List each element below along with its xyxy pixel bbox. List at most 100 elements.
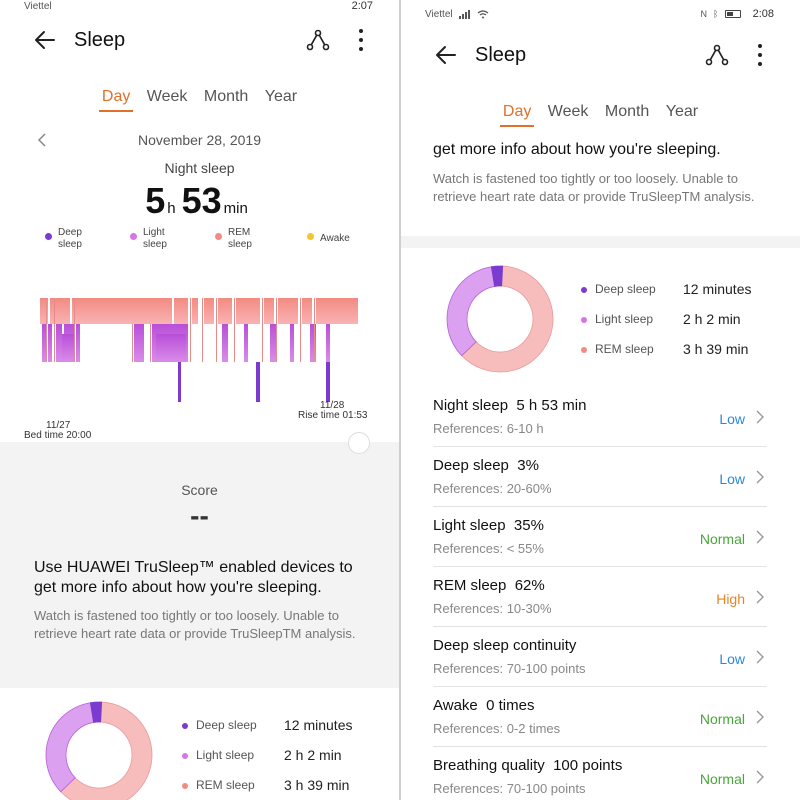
sleep-breakdown-donut [45,701,153,800]
tab-week[interactable]: Week [146,88,188,105]
tab-month[interactable]: Month [604,103,650,120]
bluetooth-icon: ᛒ [713,9,719,20]
metric-value: 5 h 53 min [516,397,587,414]
transition-line [150,324,151,362]
legend-dot-rem [215,233,222,240]
donut-legend-rem: REM sleep [182,778,255,792]
rem-block [72,298,172,324]
share-icon[interactable] [305,27,331,53]
status-bar: Viettel 2:07 [0,0,399,20]
metric-name: REM sleep [433,577,507,594]
metric-row-breathing-quality[interactable]: Breathing quality 100 points References:… [433,747,767,800]
section-divider [0,676,399,688]
chevron-right-icon [756,530,764,544]
chevron-left-icon[interactable] [36,132,48,148]
status-time: 2:08 [752,8,774,20]
dot-deep [182,722,188,729]
metric-status: Normal [699,771,745,787]
metric-title: Deep sleep continuity [433,637,576,654]
more-vertical-icon[interactable] [357,27,365,53]
transition-line [74,298,75,362]
metric-row-light-sleep[interactable]: Light sleep 35% References: < 55% Normal [433,507,767,567]
metric-reference: References: 20-60% [433,481,552,496]
signal-icon [458,9,470,19]
light-block [290,324,294,362]
light-block [310,324,316,362]
donut-label-rem: REM sleep [595,342,654,356]
battery-icon [724,10,741,19]
duration-hours: 5 [145,180,166,221]
metric-name: Light sleep [433,517,506,534]
metric-value: 0 times [486,697,535,714]
light-block [326,324,330,362]
metric-row-rem-sleep[interactable]: REM sleep 62% References: 10-30% High [433,567,767,627]
light-block [42,324,46,362]
status-bar: Viettel N ᛒ 2:08 [401,0,800,28]
score-value: -- [190,500,209,531]
metric-title: Awake 0 times [433,697,534,714]
metric-name: Deep sleep continuity [433,637,577,654]
legend-deep-line2: sleep [58,239,82,250]
donut-label-deep: Deep sleep [196,718,257,732]
tab-year[interactable]: Year [264,88,298,105]
metric-row-deep-sleep-continuity[interactable]: Deep sleep continuity References: 70-100… [433,627,767,687]
donut-value-rem: 3 h 39 min [284,777,350,793]
rem-block [302,298,312,324]
metric-value: 3% [517,457,539,474]
legend-awake-line1: Awake [320,233,350,244]
tab-year[interactable]: Year [665,103,699,120]
donut-segment-deep-sleep [89,701,103,723]
metric-name: Awake [433,697,478,714]
rem-block [316,298,358,324]
metric-title: Deep sleep 3% [433,457,539,474]
legend-light: Light sleep [130,227,167,251]
metric-row-awake[interactable]: Awake 0 times References: 0-2 times Norm… [433,687,767,747]
legend-rem-line1: REM [228,227,251,238]
metric-status: Low [719,411,745,427]
donut-label-rem: REM sleep [196,778,255,792]
legend-dot-light [130,233,137,240]
metric-value: 100 points [553,757,623,774]
metric-status: Low [719,651,745,667]
promo-headline: Use HUAWEI TruSleep™ enabled devices to … [34,558,364,598]
scroll-handle[interactable] [348,432,370,454]
metric-name: Night sleep [433,397,509,414]
hypnogram-bars [40,298,358,402]
chevron-right-icon [756,410,764,424]
promo-headline-line1: Use HUAWEI TruSleep™ enabled devices to [34,559,353,576]
donut-segment-light-sleep [45,702,95,793]
metric-reference: References: < 55% [433,541,544,556]
promo-note: Watch is fastened too tightly or too loo… [34,608,356,641]
donut-label-light: Light sleep [595,312,654,326]
back-arrow-icon[interactable] [32,27,58,53]
chevron-right-icon [756,710,764,724]
metric-value: 62% [514,577,545,594]
light-block [270,324,276,362]
light-block [62,334,74,362]
legend-deep: Deep sleep [45,227,82,251]
back-arrow-icon[interactable] [433,42,459,68]
donut-value-light: 2 h 2 min [284,747,342,763]
transition-line [46,298,47,362]
score-card [0,442,399,682]
metric-row-deep-sleep[interactable]: Deep sleep 3% References: 20-60% Low [433,447,767,507]
transition-line [54,298,55,362]
more-vertical-icon[interactable] [756,42,764,68]
light-block [76,324,80,362]
legend-light-line2: sleep [143,239,167,250]
donut-segment-light-sleep [446,266,496,357]
metric-reference: References: 6-10 h [433,421,544,436]
light-block [134,324,144,362]
transition-line [216,298,217,362]
tab-day[interactable]: Day [499,103,535,127]
metric-row-night-sleep[interactable]: Night sleep 5 h 53 min References: 6-10 … [433,387,767,447]
duration-minutes: 53 [181,180,222,221]
tab-day[interactable]: Day [98,88,134,112]
chevron-right-icon [756,650,764,664]
night-sleep-label: Night sleep [164,160,235,176]
tab-month[interactable]: Month [203,88,249,105]
light-block [56,324,62,362]
share-icon[interactable] [704,42,730,68]
start-date-label: 11/27 [46,420,71,431]
tab-week[interactable]: Week [547,103,589,120]
